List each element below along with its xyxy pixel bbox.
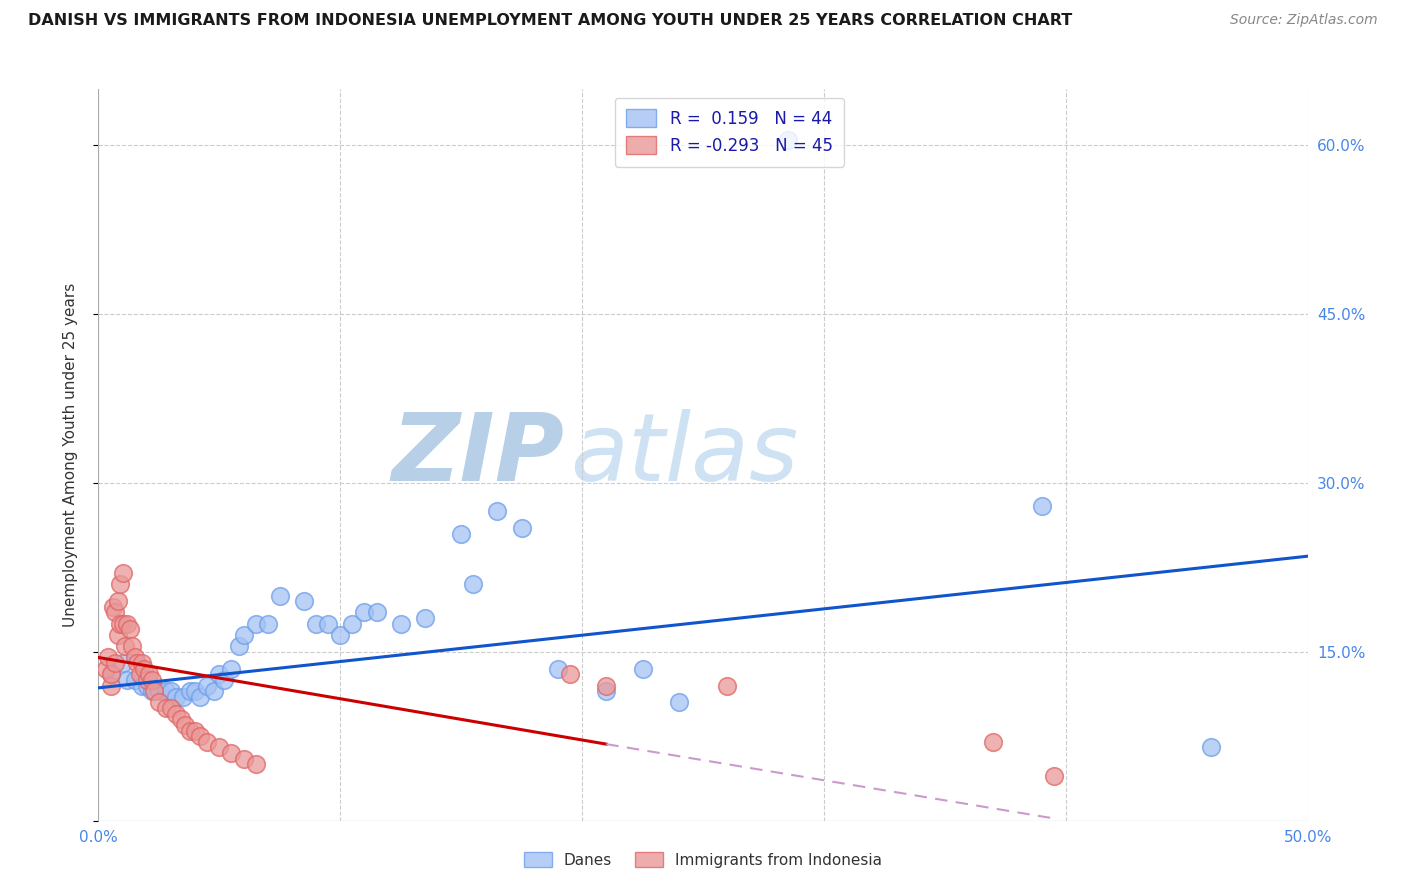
Point bbox=[135, 673, 157, 687]
Point bbox=[329, 628, 352, 642]
Point bbox=[135, 679, 157, 693]
Point bbox=[353, 606, 375, 620]
Point bbox=[184, 723, 207, 738]
Point bbox=[155, 701, 177, 715]
Point bbox=[188, 690, 211, 704]
Point bbox=[114, 639, 136, 653]
Point bbox=[212, 673, 235, 687]
Point bbox=[94, 662, 117, 676]
Point bbox=[981, 735, 1004, 749]
Point bbox=[174, 718, 197, 732]
Point bbox=[716, 679, 738, 693]
Point bbox=[124, 673, 146, 687]
Point bbox=[389, 616, 412, 631]
Point bbox=[595, 684, 617, 698]
Point bbox=[195, 679, 218, 693]
Point bbox=[100, 667, 122, 681]
Point bbox=[547, 662, 569, 676]
Point bbox=[595, 679, 617, 693]
Point bbox=[195, 735, 218, 749]
Point bbox=[108, 577, 131, 591]
Point bbox=[117, 616, 139, 631]
Point bbox=[124, 650, 146, 665]
Point bbox=[228, 639, 250, 653]
Point bbox=[107, 594, 129, 608]
Point bbox=[245, 616, 267, 631]
Point bbox=[100, 679, 122, 693]
Point bbox=[1031, 499, 1053, 513]
Point bbox=[232, 752, 254, 766]
Point bbox=[131, 656, 153, 670]
Point bbox=[204, 684, 226, 698]
Point bbox=[463, 577, 485, 591]
Point bbox=[245, 757, 267, 772]
Point bbox=[111, 656, 134, 670]
Point bbox=[134, 662, 156, 676]
Point bbox=[184, 684, 207, 698]
Point bbox=[269, 589, 291, 603]
Legend: Danes, Immigrants from Indonesia: Danes, Immigrants from Indonesia bbox=[516, 844, 890, 875]
Point bbox=[221, 746, 243, 760]
Point bbox=[292, 594, 315, 608]
Point bbox=[104, 656, 127, 670]
Text: ZIP: ZIP bbox=[391, 409, 564, 501]
Point bbox=[143, 684, 166, 698]
Point bbox=[1199, 740, 1222, 755]
Point bbox=[450, 526, 472, 541]
Point bbox=[131, 679, 153, 693]
Point bbox=[165, 690, 187, 704]
Point bbox=[111, 566, 134, 580]
Point bbox=[221, 662, 243, 676]
Point bbox=[413, 611, 436, 625]
Point bbox=[100, 667, 122, 681]
Point bbox=[179, 684, 201, 698]
Point bbox=[510, 521, 533, 535]
Point bbox=[179, 723, 201, 738]
Point bbox=[668, 696, 690, 710]
Point bbox=[97, 650, 120, 665]
Point bbox=[107, 628, 129, 642]
Text: DANISH VS IMMIGRANTS FROM INDONESIA UNEMPLOYMENT AMONG YOUTH UNDER 25 YEARS CORR: DANISH VS IMMIGRANTS FROM INDONESIA UNEM… bbox=[28, 13, 1073, 29]
Point bbox=[104, 606, 127, 620]
Point bbox=[169, 712, 191, 726]
Point bbox=[165, 706, 187, 721]
Point bbox=[108, 616, 131, 631]
Point bbox=[208, 667, 231, 681]
Point bbox=[558, 667, 581, 681]
Point bbox=[208, 740, 231, 755]
Point bbox=[155, 684, 177, 698]
Point bbox=[121, 639, 143, 653]
Point bbox=[316, 616, 339, 631]
Point bbox=[188, 729, 211, 743]
Point bbox=[342, 616, 364, 631]
Point bbox=[631, 662, 654, 676]
Point bbox=[366, 606, 388, 620]
Point bbox=[160, 684, 183, 698]
Point bbox=[148, 684, 170, 698]
Point bbox=[111, 616, 134, 631]
Point bbox=[118, 623, 141, 637]
Point bbox=[128, 667, 150, 681]
Point bbox=[232, 628, 254, 642]
Point bbox=[305, 616, 328, 631]
Point bbox=[1042, 769, 1064, 783]
Point bbox=[127, 656, 149, 670]
Point bbox=[138, 667, 160, 681]
Point bbox=[486, 504, 509, 518]
Point bbox=[172, 690, 194, 704]
Point bbox=[141, 684, 163, 698]
Text: Source: ZipAtlas.com: Source: ZipAtlas.com bbox=[1230, 13, 1378, 28]
Point bbox=[160, 701, 183, 715]
Point bbox=[141, 673, 163, 687]
Text: atlas: atlas bbox=[569, 409, 799, 500]
Point bbox=[148, 696, 170, 710]
Y-axis label: Unemployment Among Youth under 25 years: Unemployment Among Youth under 25 years bbox=[63, 283, 77, 627]
Point bbox=[256, 616, 278, 631]
Point bbox=[117, 673, 139, 687]
Point bbox=[776, 133, 799, 147]
Point bbox=[101, 599, 124, 614]
